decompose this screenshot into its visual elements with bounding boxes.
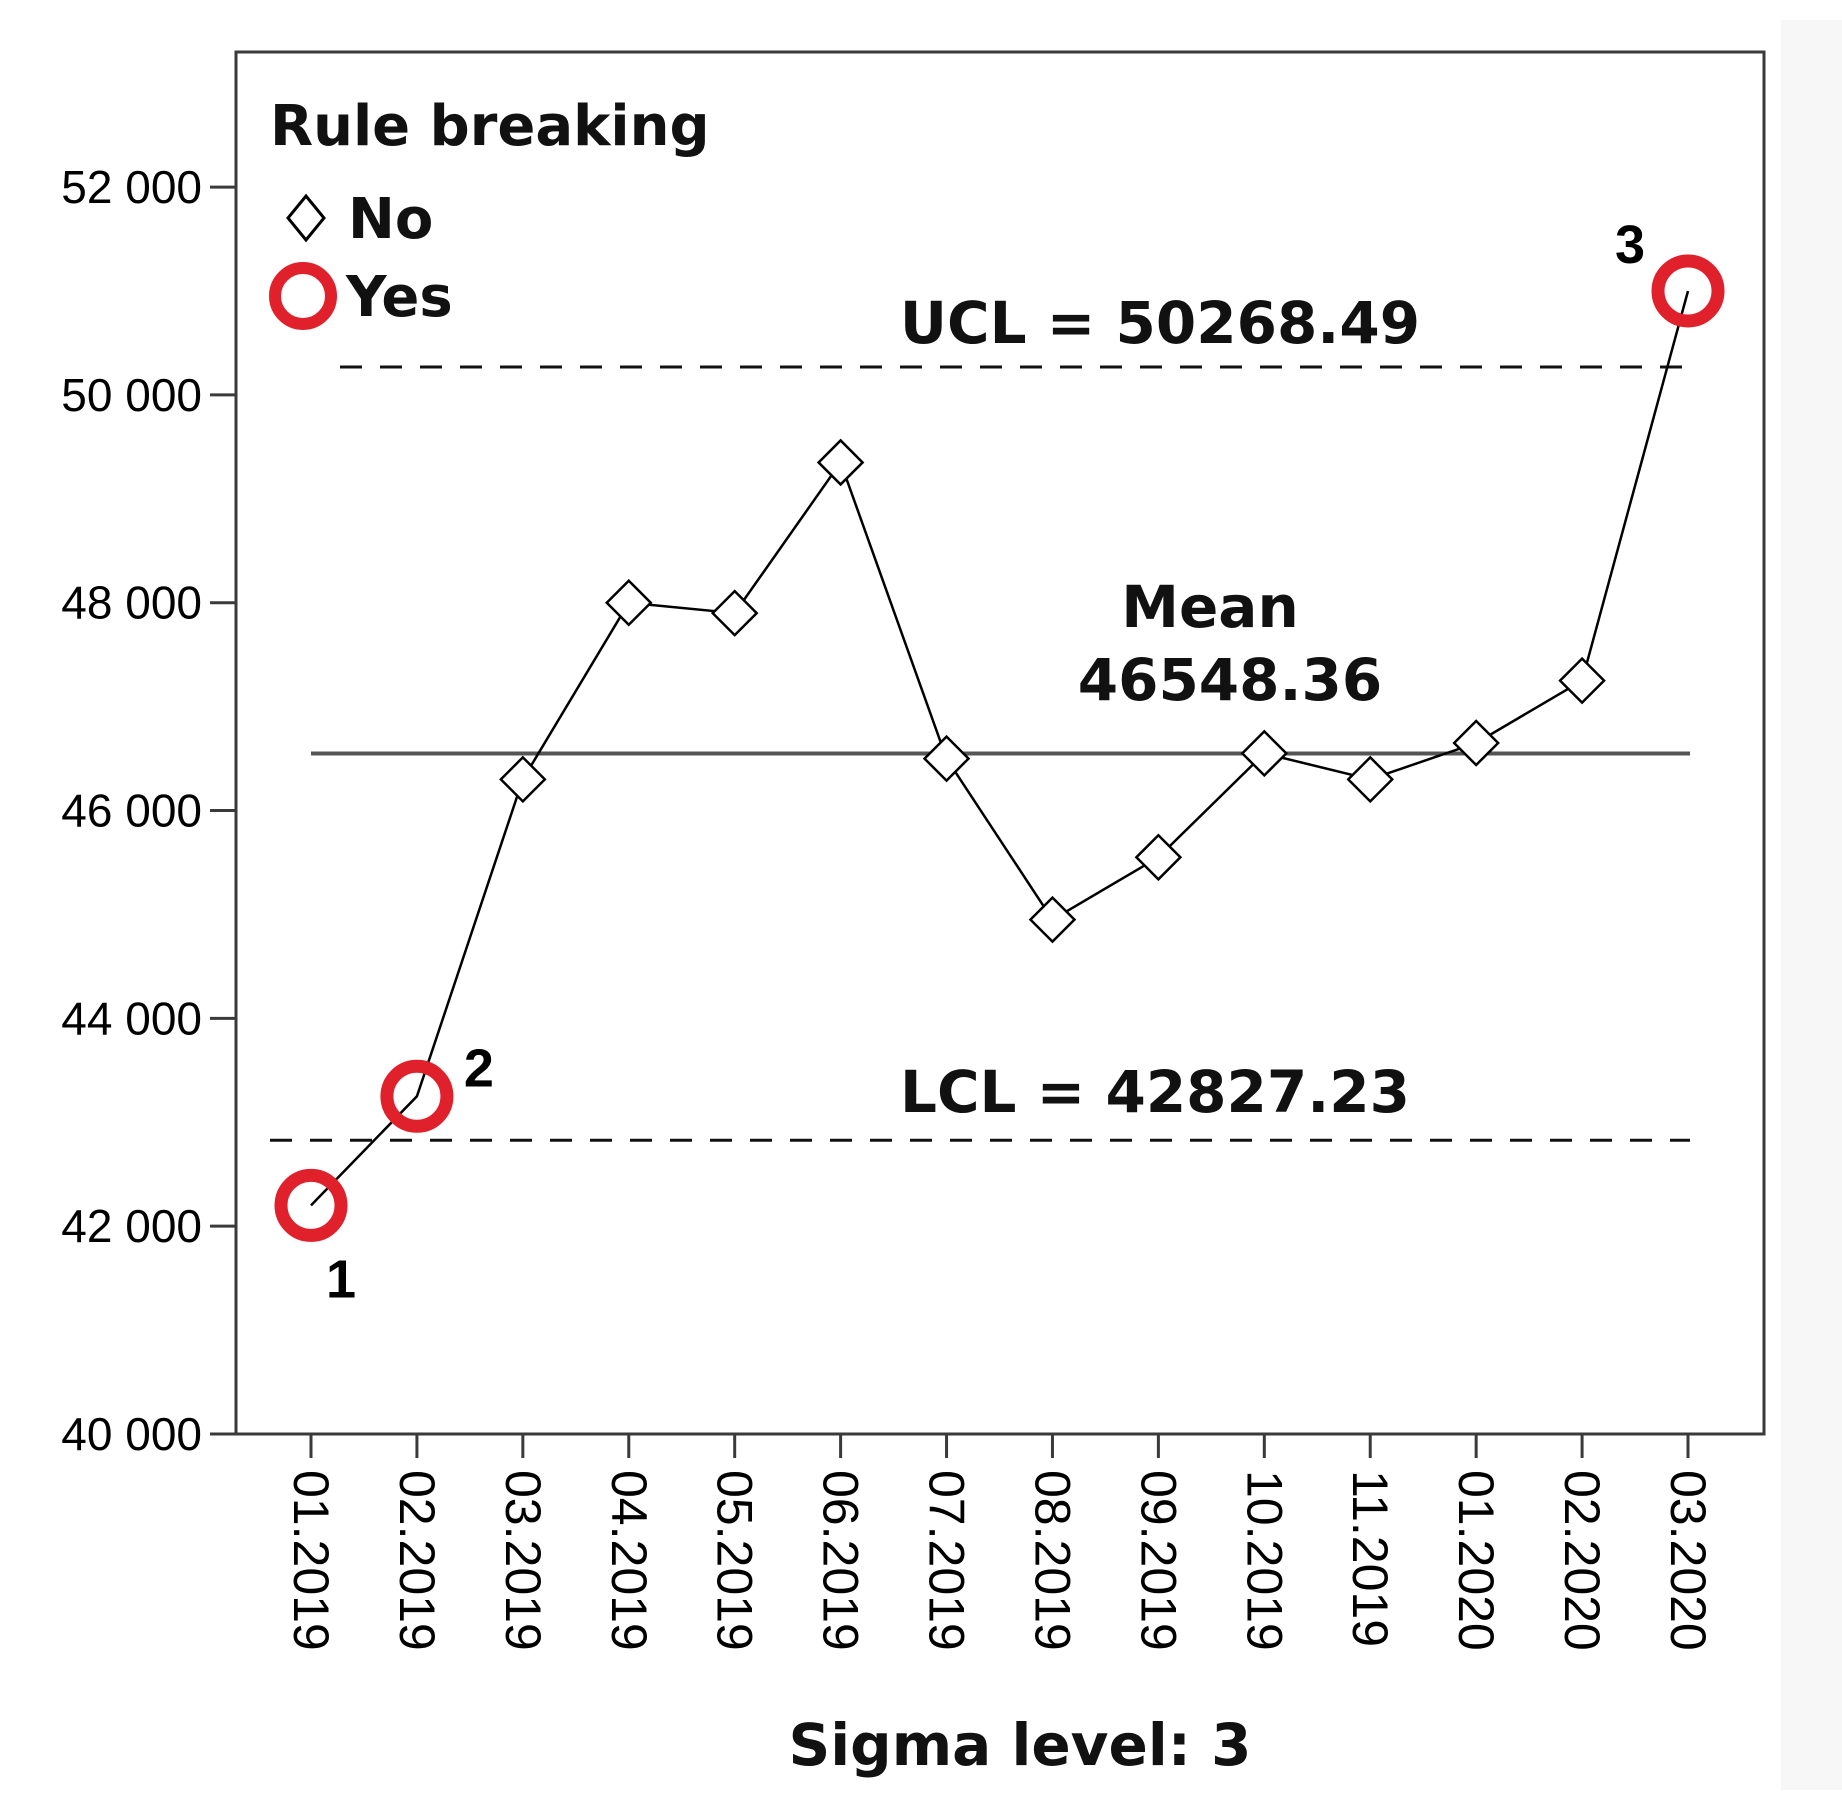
data-point: [1452, 719, 1500, 767]
data-point: [922, 734, 971, 783]
x-tick-label: 03.2020: [1660, 1470, 1716, 1651]
data-point: [605, 578, 653, 627]
y-tick-label: 50 000: [61, 369, 202, 421]
x-tick-label: 02.2019: [389, 1470, 445, 1651]
x-tick-label: 10.2019: [1236, 1470, 1292, 1651]
legend-title: Rule breaking: [270, 94, 710, 159]
rule-breaking-point: [274, 1168, 348, 1242]
data-point: [710, 589, 759, 637]
y-axis: 40 000 42 000 44 000 46 000 48 000 50 000 52 0…: [61, 161, 236, 1460]
data-point: [1558, 656, 1606, 705]
x-tick-label: 08.2019: [1024, 1470, 1080, 1651]
y-tick-label: 44 000: [61, 992, 202, 1044]
data-point: [1028, 895, 1077, 944]
x-tick-label: 01.2020: [1448, 1470, 1504, 1651]
legend-circle-icon: [269, 262, 337, 330]
data-point: [1240, 729, 1289, 778]
mean-label-value: 46548.36: [1078, 646, 1383, 714]
y-tick-label: 52 000: [61, 161, 202, 213]
plot-frame: [234, 50, 1766, 1436]
legend: Rule breaking No Yes: [269, 94, 710, 330]
x-tick-label: 02.2020: [1554, 1470, 1610, 1651]
y-tick-label: 42 000: [61, 1200, 202, 1252]
data-point: [1346, 755, 1394, 804]
legend-diamond-icon: [286, 193, 326, 243]
x-tick-label: 09.2019: [1130, 1470, 1186, 1651]
x-tick-label: 03.2019: [495, 1470, 551, 1651]
x-axis-title: Sigma level: 3: [789, 1711, 1252, 1779]
data-point: [499, 755, 547, 804]
x-tick-label: 05.2019: [707, 1470, 763, 1651]
rule-breaking-point: [380, 1059, 454, 1133]
legend-yes-label: Yes: [345, 265, 453, 330]
x-tick-label: 11.2019: [1342, 1470, 1398, 1647]
x-tick-label: 06.2019: [813, 1470, 869, 1651]
x-tick-label: 04.2019: [601, 1470, 657, 1651]
legend-no-label: No: [348, 187, 433, 252]
y-tick-label: 40 000: [61, 1408, 202, 1460]
y-tick-label: 46 000: [61, 785, 202, 837]
x-axis: 01.2019 02.2019 03.2019 04.2019 05.2019 06.20…: [283, 1434, 1716, 1651]
rule-breaking-point: [1651, 254, 1725, 328]
series-markers: 1 2 3: [274, 215, 1725, 1309]
background-strip: [1781, 20, 1842, 1790]
lcl-label: LCL = 42827.23: [900, 1058, 1410, 1126]
point-number-label: 1: [326, 1249, 356, 1309]
ucl-label: UCL = 50268.49: [900, 289, 1420, 357]
point-number-label: 2: [464, 1038, 494, 1098]
x-tick-label: 07.2019: [919, 1470, 975, 1651]
mean-label-title: Mean: [1121, 573, 1298, 641]
y-tick-label: 48 000: [61, 577, 202, 629]
x-tick-label: 01.2019: [283, 1470, 339, 1651]
data-point: [816, 438, 865, 487]
control-lines: [270, 365, 1690, 1142]
point-number-label: 3: [1615, 215, 1645, 275]
data-point: [1134, 833, 1183, 882]
